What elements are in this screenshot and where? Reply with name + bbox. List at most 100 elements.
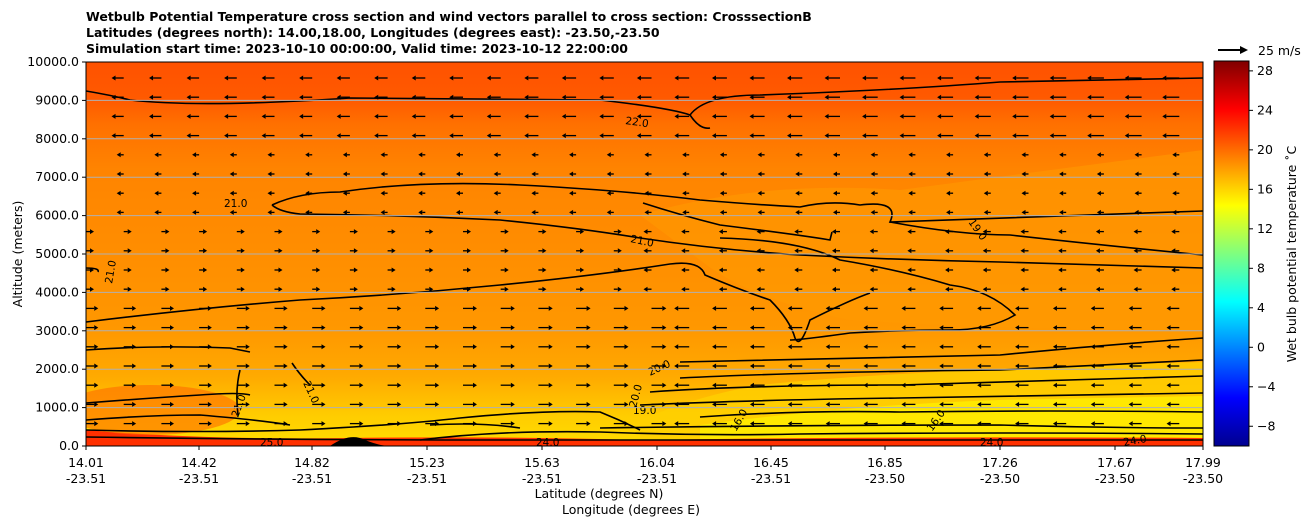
wind-vector-head (586, 344, 591, 350)
wind-vector-head (1095, 229, 1100, 235)
wind-vector-head (824, 133, 829, 139)
wind-vector-head (1052, 421, 1057, 427)
wind-vector-head (833, 209, 837, 215)
wind-vector-head (132, 363, 137, 369)
wind-vector-head (712, 382, 717, 388)
wind-vector-head (116, 209, 121, 215)
wind-vector-head (945, 229, 950, 235)
wind-vector-head (380, 152, 385, 158)
wind-vector-head (524, 133, 529, 139)
wind-vector-head (449, 113, 454, 119)
x-tick-label-lat: 16.04 (639, 455, 675, 470)
wind-vector-head (1012, 113, 1017, 119)
wind-vector-head (94, 363, 99, 369)
wind-vector-head (435, 401, 440, 407)
wind-vector-head (127, 229, 132, 235)
wind-vector-head (937, 113, 942, 119)
wind-vector-head (863, 325, 868, 331)
wind-vector-head (939, 344, 944, 350)
wind-vector-head (245, 344, 250, 350)
wind-vector-head (1134, 152, 1139, 158)
wind-vector-head (267, 152, 272, 158)
x-tick-label-lon: -23.51 (751, 471, 791, 486)
wind-vector-head (397, 363, 402, 369)
wind-vector-head (207, 305, 212, 311)
wind-vector-head (580, 229, 585, 235)
wind-vector-head (321, 325, 326, 331)
wind-vector-head (1049, 133, 1054, 139)
wind-vector-head (833, 171, 837, 177)
y-tick-label: 6000.0 (35, 208, 79, 223)
wind-vector-head (599, 113, 604, 119)
wind-vector-head (1012, 94, 1017, 100)
x-axis-label-lon: Longitude (degrees E) (562, 502, 700, 517)
wind-vector-head (863, 305, 868, 311)
wind-vector-head (456, 152, 460, 158)
wind-vector-head (1128, 325, 1133, 331)
wind-vector-head (203, 267, 208, 273)
colorbar-tick-label: −4 (1257, 379, 1275, 394)
wind-vector-head (569, 152, 574, 158)
wind-vector-head (1172, 209, 1177, 215)
wind-vector-head (411, 75, 416, 81)
wind-vector-head (510, 325, 515, 331)
wind-vector-head (132, 305, 137, 311)
wind-vector-head (756, 267, 761, 273)
wind-vector-head (617, 229, 622, 235)
wind-vector-head (1166, 344, 1171, 350)
wind-vector-head (429, 248, 434, 254)
wind-vector-head (644, 190, 649, 196)
wind-vector-head (682, 152, 687, 158)
x-tick-label-lat: 16.85 (867, 455, 903, 470)
x-tick-label-lon: -23.51 (522, 471, 562, 486)
wind-vector-head (757, 171, 762, 177)
wind-vector-head (580, 267, 585, 273)
wind-vector-head (825, 421, 830, 427)
wind-vector-head (321, 401, 326, 407)
wind-vector-head (397, 382, 402, 388)
wind-vector-head (229, 190, 234, 196)
wind-vector-head (456, 209, 460, 215)
wind-vector-head (1166, 305, 1171, 311)
wind-vector-head (863, 421, 868, 427)
wind-vector-head (599, 75, 604, 81)
wind-vector-head (418, 171, 423, 177)
x-tick-label-lat: 14.82 (294, 455, 330, 470)
wind-vector-head (132, 382, 137, 388)
wind-vector-head (977, 382, 982, 388)
wind-vector-head (681, 248, 686, 254)
x-tick-label-lon: -23.51 (637, 471, 677, 486)
wind-vector-head (939, 401, 944, 407)
wind-vector-head (674, 421, 679, 427)
wind-vector-head (1128, 421, 1133, 427)
wind-vector-head (127, 267, 132, 273)
wind-vector-head (1021, 209, 1026, 215)
wind-vector-head (149, 75, 154, 81)
wind-vector-head (1015, 325, 1020, 331)
wind-vector-head (169, 344, 174, 350)
wind-vector-head (224, 113, 229, 119)
wind-vector-head (907, 286, 912, 292)
wind-vector-head (624, 382, 629, 388)
wind-vector-head (644, 171, 649, 177)
wind-vector-head (606, 152, 611, 158)
wind-vector-head (1049, 75, 1054, 81)
wind-vector-head (548, 363, 553, 369)
colorbar-tick-label: 12 (1257, 221, 1273, 236)
wind-vector-head (374, 133, 379, 139)
wind-vector-head (1058, 267, 1063, 273)
wind-vector-head (983, 209, 988, 215)
wind-vector-head (353, 286, 358, 292)
wind-vector-head (548, 325, 553, 331)
wind-vector-head (192, 190, 197, 196)
wind-vector-head (946, 190, 951, 196)
wind-vector-head (449, 94, 454, 100)
contour-label: 20.0 (627, 383, 645, 409)
wind-vector-head (229, 209, 234, 215)
wind-vector-head (449, 75, 454, 81)
wind-vector-head (674, 75, 679, 81)
wind-vector-head (617, 286, 622, 292)
wind-vector-head (1090, 401, 1095, 407)
wind-vector-head (1162, 75, 1167, 81)
wind-vector-head (154, 152, 159, 158)
